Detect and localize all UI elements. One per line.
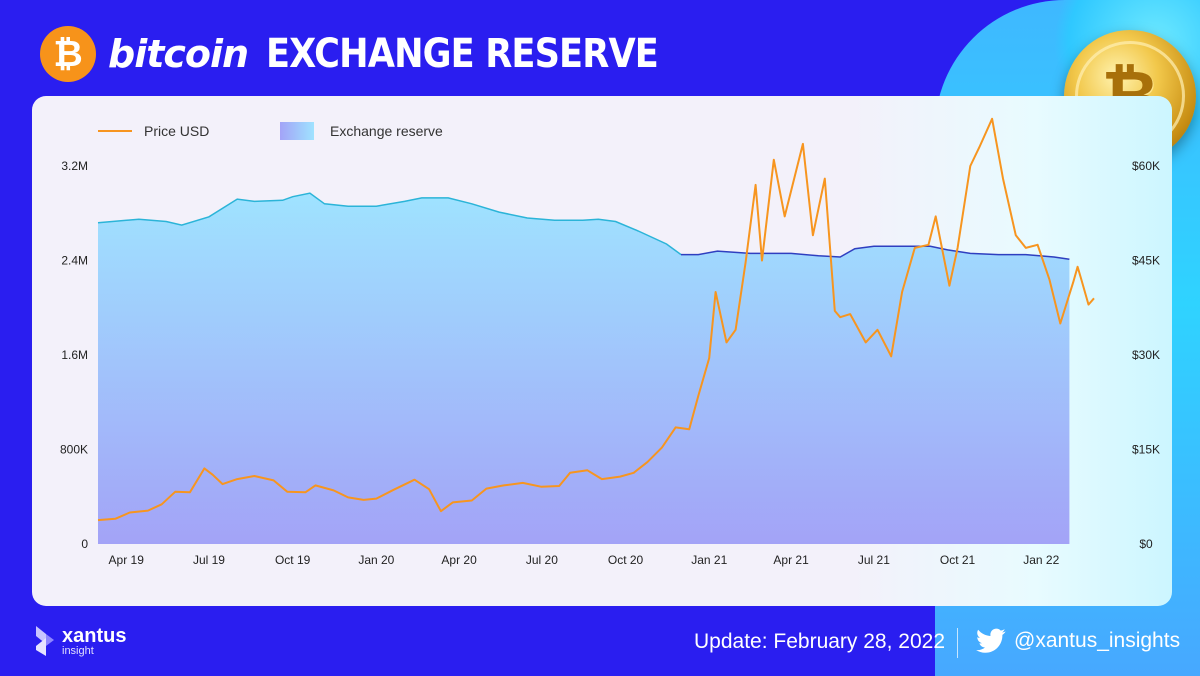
footer-divider — [957, 628, 958, 658]
bitcoin-logo-icon: ₿ — [40, 26, 96, 82]
y-right-tick-label: $0 — [1139, 537, 1153, 551]
x-tick-label: Jan 20 — [358, 553, 394, 567]
company-sub: insight — [62, 644, 94, 657]
legend: Price USD Exchange reserve — [98, 122, 443, 140]
y-left-tick-label: 800K — [60, 443, 88, 457]
xantus-logo: xantus insight — [34, 624, 126, 658]
legend-price-label: Price USD — [144, 123, 209, 139]
twitter-handle[interactable]: @xantus_insights — [1014, 629, 1181, 652]
y-right-tick-label: $60K — [1132, 159, 1160, 173]
y-right-tick-label: $45K — [1132, 254, 1160, 268]
x-tick-label: Apr 20 — [441, 553, 477, 567]
x-tick-label: Oct 20 — [608, 553, 644, 567]
brand-name: bitcoin — [108, 32, 249, 76]
x-tick-label: Apr 21 — [773, 553, 809, 567]
y-left-tick-label: 2.4M — [61, 254, 88, 268]
x-tick-label: Jul 19 — [193, 553, 225, 567]
price-line — [97, 117, 1095, 522]
y-right-tick-label: $30K — [1132, 348, 1160, 362]
legend-reserve-swatch — [280, 122, 314, 140]
legend-reserve-label: Exchange reserve — [330, 123, 443, 139]
y-left-tick-label: 1.6M — [61, 348, 88, 362]
twitter-icon — [976, 628, 1006, 653]
y-axis-right: $0 $15K $30K $45K $60K — [1132, 159, 1160, 551]
y-left-tick-label: 3.2M — [61, 159, 88, 173]
y-axis-left: 0 800K 1.6M 2.4M 3.2M — [60, 159, 88, 551]
header: ₿ bitcoin EXCHANGE RESERVE — [40, 24, 712, 84]
x-tick-label: Jul 21 — [858, 553, 890, 567]
reserve-area — [98, 193, 1070, 544]
x-tick-label: Jul 20 — [526, 553, 558, 567]
reserve-line-early — [97, 192, 682, 256]
update-date: Update: February 28, 2022 — [694, 630, 945, 653]
y-left-tick-label: 0 — [81, 537, 88, 551]
x-tick-label: Apr 19 — [109, 553, 145, 567]
x-tick-label: Oct 21 — [940, 553, 976, 567]
x-tick-label: Jan 22 — [1023, 553, 1059, 567]
reserve-line — [681, 245, 1070, 261]
xantus-logo-icon — [36, 626, 54, 656]
x-tick-label: Oct 19 — [275, 553, 311, 567]
page-title: EXCHANGE RESERVE — [266, 31, 659, 77]
twitter-handle-block[interactable]: @xantus_insights — [976, 628, 1180, 654]
chart: Price USD Exchange reserve 0 800K 1.6M 2.4M… — [60, 117, 1160, 567]
y-right-tick-label: $15K — [1132, 443, 1160, 457]
x-tick-label: Jan 21 — [691, 553, 727, 567]
company-name: xantus — [62, 624, 127, 647]
x-axis: Apr 19 Jul 19 Oct 19 Jan 20 Apr 20 Jul 20 Oct … — [109, 553, 1060, 567]
